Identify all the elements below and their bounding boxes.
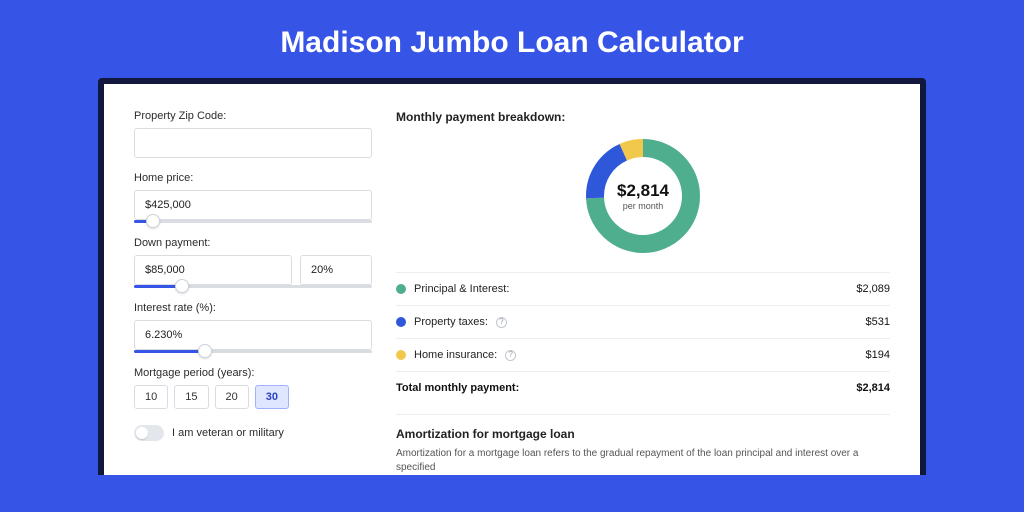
donut-amount: $2,814: [617, 181, 669, 201]
veteran-toggle[interactable]: [134, 425, 164, 441]
legend-value-home-insurance: $194: [866, 349, 890, 361]
legend-label-property-taxes: Property taxes:: [414, 316, 488, 328]
legend-row-principal-interest: Principal & Interest: $2,089: [396, 275, 890, 303]
breakdown-column: Monthly payment breakdown: $2,814 per mo…: [396, 110, 890, 475]
legend-label-principal-interest: Principal & Interest:: [414, 283, 509, 295]
zip-field: Property Zip Code:: [134, 110, 372, 158]
down-payment-field: Down payment:: [134, 237, 372, 288]
down-payment-input[interactable]: [134, 255, 292, 285]
calculator-card: Property Zip Code: Home price: Down paym…: [104, 84, 920, 475]
period-option-15[interactable]: 15: [174, 385, 208, 409]
down-payment-slider[interactable]: [134, 285, 372, 288]
down-payment-label: Down payment:: [134, 237, 372, 249]
down-payment-pct-input[interactable]: [300, 255, 372, 285]
mortgage-period-field: Mortgage period (years): 10 15 20 30: [134, 367, 372, 409]
mortgage-period-options: 10 15 20 30: [134, 385, 372, 409]
divider: [396, 338, 890, 339]
legend-row-property-taxes: Property taxes: ? $531: [396, 308, 890, 336]
form-column: Property Zip Code: Home price: Down paym…: [134, 110, 372, 475]
legend-row-home-insurance: Home insurance: ? $194: [396, 341, 890, 369]
interest-rate-slider-fill: [134, 350, 205, 353]
legend-dot-property-taxes: [396, 317, 406, 327]
period-option-10[interactable]: 10: [134, 385, 168, 409]
legend-dot-home-insurance: [396, 350, 406, 360]
zip-input[interactable]: [134, 128, 372, 158]
page-title: Madison Jumbo Loan Calculator: [0, 0, 1024, 78]
down-payment-slider-thumb[interactable]: [175, 279, 189, 293]
calculator-frame: Property Zip Code: Home price: Down paym…: [98, 78, 926, 475]
total-value: $2,814: [856, 382, 890, 394]
home-price-field: Home price:: [134, 172, 372, 223]
info-icon[interactable]: ?: [505, 350, 516, 361]
divider: [396, 272, 890, 273]
legend-label-home-insurance: Home insurance:: [414, 349, 497, 361]
interest-rate-field: Interest rate (%):: [134, 302, 372, 353]
veteran-toggle-knob: [136, 427, 148, 439]
legend-value-principal-interest: $2,089: [856, 283, 890, 295]
total-label: Total monthly payment:: [396, 382, 519, 394]
donut-center: $2,814 per month: [583, 136, 703, 256]
period-option-20[interactable]: 20: [215, 385, 249, 409]
legend-dot-principal-interest: [396, 284, 406, 294]
home-price-slider-thumb[interactable]: [146, 214, 160, 228]
interest-rate-label: Interest rate (%):: [134, 302, 372, 314]
total-row: Total monthly payment: $2,814: [396, 374, 890, 408]
home-price-slider[interactable]: [134, 220, 372, 223]
divider: [396, 371, 890, 372]
interest-rate-slider[interactable]: [134, 350, 372, 353]
zip-label: Property Zip Code:: [134, 110, 372, 122]
mortgage-period-label: Mortgage period (years):: [134, 367, 372, 379]
veteran-toggle-row: I am veteran or military: [134, 425, 372, 441]
amortization-text: Amortization for a mortgage loan refers …: [396, 447, 890, 475]
legend-value-property-taxes: $531: [866, 316, 890, 328]
info-icon[interactable]: ?: [496, 317, 507, 328]
veteran-toggle-label: I am veteran or military: [172, 427, 284, 439]
donut-chart-wrap: $2,814 per month: [396, 130, 890, 270]
amortization-title: Amortization for mortgage loan: [396, 414, 890, 441]
donut-chart: $2,814 per month: [583, 136, 703, 256]
breakdown-title: Monthly payment breakdown:: [396, 110, 890, 124]
home-price-label: Home price:: [134, 172, 372, 184]
interest-rate-slider-thumb[interactable]: [198, 344, 212, 358]
period-option-30[interactable]: 30: [255, 385, 289, 409]
divider: [396, 305, 890, 306]
interest-rate-input[interactable]: [134, 320, 372, 350]
donut-sub: per month: [623, 201, 664, 211]
home-price-input[interactable]: [134, 190, 372, 220]
